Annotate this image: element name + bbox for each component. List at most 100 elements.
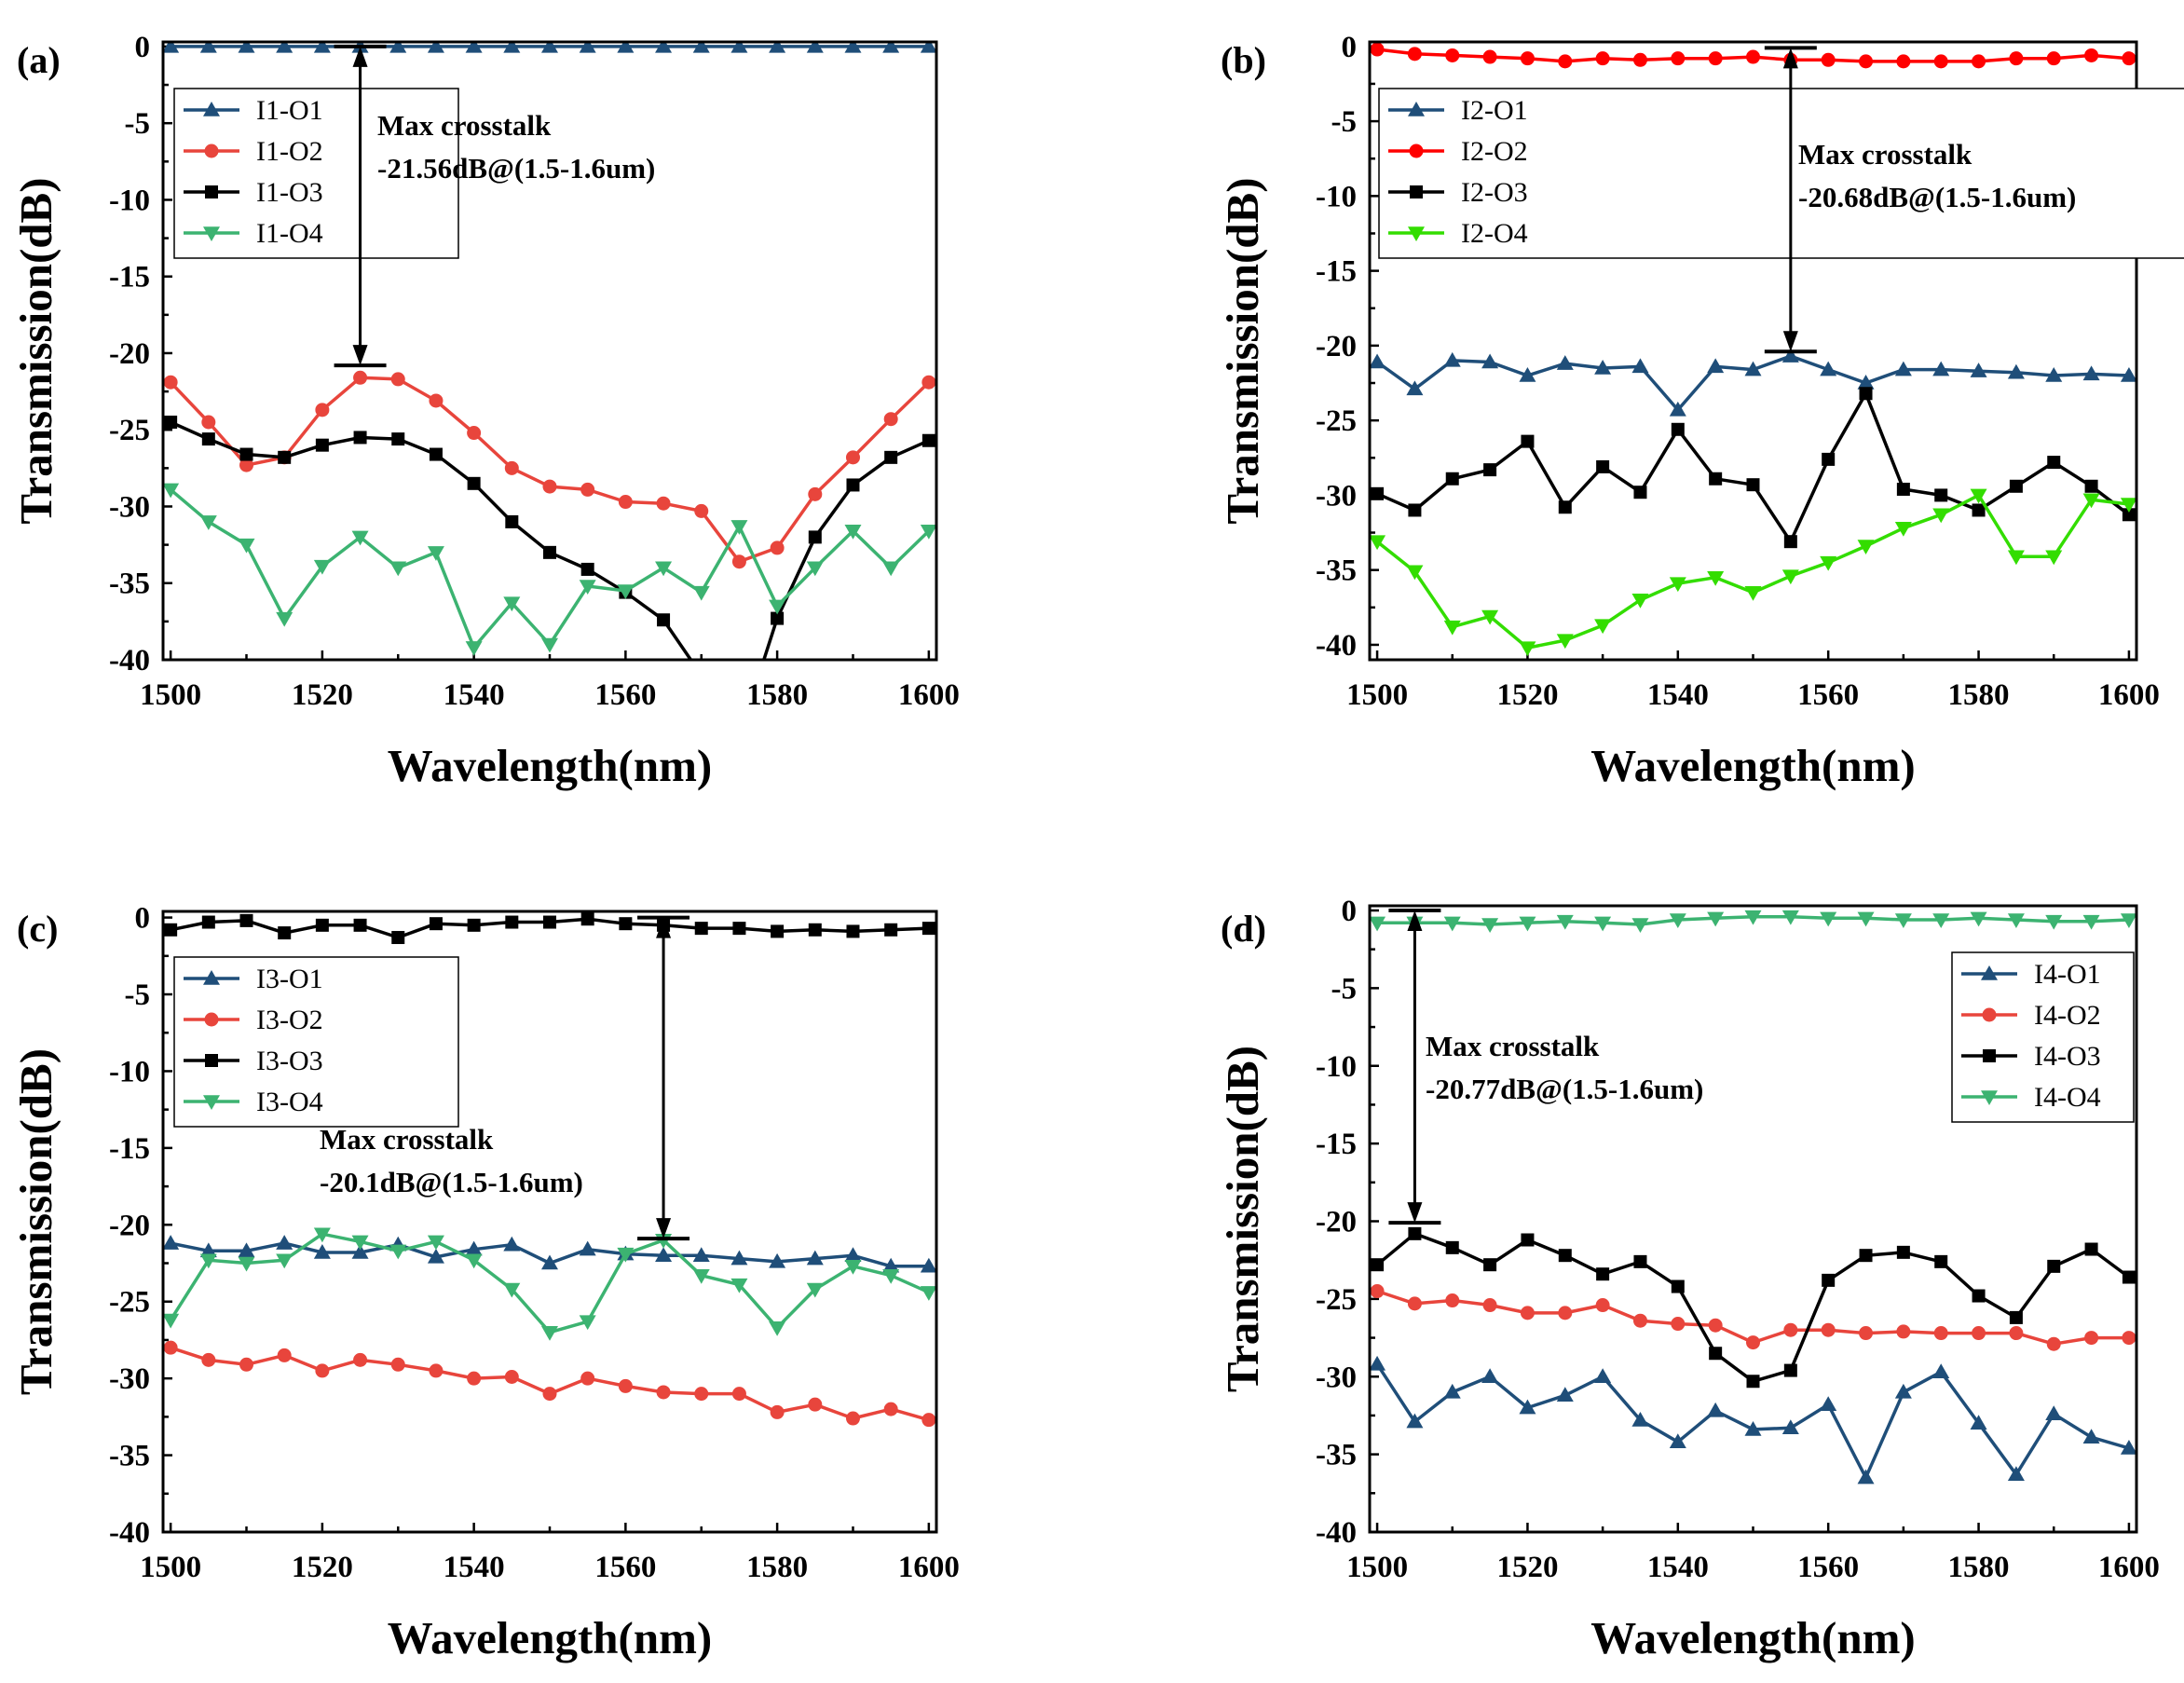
- data-point-I1-O4: [389, 561, 407, 577]
- data-point-I1-O3: [695, 668, 708, 681]
- data-point-I4-O3: [2047, 1259, 2061, 1273]
- data-point-I1-O1: [844, 42, 862, 53]
- data-point-I1-O4: [730, 520, 748, 535]
- data-point-I2-O3: [1371, 486, 1385, 500]
- data-point-I4-O2: [1445, 1293, 1460, 1308]
- x-tick-label: 1500: [140, 678, 201, 712]
- y-tick-label: -25: [1316, 1283, 1357, 1317]
- data-point-I3-O1: [844, 1247, 862, 1263]
- data-point-I3-O3: [505, 915, 519, 929]
- data-point-I3-O4: [806, 1282, 824, 1298]
- data-point-I2-O2: [2009, 51, 2024, 66]
- data-point-I2-O2: [1482, 49, 1497, 64]
- data-point-I4-O2: [1407, 1296, 1422, 1311]
- y-tick-label: 0: [1342, 31, 1358, 64]
- data-point-I1-O1: [313, 42, 331, 53]
- data-point-I4-O4: [1744, 910, 1762, 925]
- data-point-I1-O2: [883, 412, 898, 427]
- y-tick-label: 0: [135, 31, 151, 64]
- data-point-I2-O2: [1821, 52, 1836, 67]
- x-tick-label: 1540: [1647, 678, 1709, 712]
- data-point-I1-O4: [769, 599, 786, 615]
- data-point-I3-O2: [921, 1413, 936, 1428]
- data-point-I2-O2: [2046, 51, 2061, 66]
- data-point-I2-O3: [1408, 503, 1422, 517]
- crosstalk-value: -20.77dB@(1.5-1.6um): [1426, 1073, 1703, 1105]
- legend-marker-I2-O2: [1409, 144, 1424, 158]
- data-point-I1-O3: [505, 514, 519, 528]
- data-point-I1-O3: [353, 431, 367, 445]
- data-point-I4-O4: [2082, 914, 2100, 930]
- data-point-I3-O4: [920, 1286, 936, 1301]
- x-tick-label: 1580: [746, 678, 808, 712]
- y-tick-label: -35: [109, 568, 150, 601]
- data-point-I2-O3: [1521, 434, 1535, 448]
- data-point-I2-O2: [1972, 54, 1986, 69]
- y-tick-label: -25: [109, 1286, 150, 1320]
- data-point-I4-O2: [1933, 1326, 1948, 1341]
- panel-3-frame: [161, 910, 938, 1534]
- data-point-I4-O3: [1558, 1249, 1572, 1263]
- data-point-I1-O3: [315, 438, 329, 452]
- data-point-I4-O2: [1632, 1313, 1647, 1328]
- data-point-I2-O1: [1707, 358, 1725, 374]
- data-point-I4-O2: [1859, 1326, 1874, 1341]
- data-point-I2-O2: [1746, 49, 1760, 64]
- crosstalk-value: -20.68dB@(1.5-1.6um): [1798, 181, 2076, 213]
- data-point-I3-O3: [201, 915, 215, 929]
- data-point-I1-O4: [199, 515, 217, 530]
- data-point-I1-O4: [313, 559, 331, 575]
- data-point-I1-O2: [390, 372, 405, 387]
- data-point-I2-O1: [1781, 348, 1799, 363]
- y-tick-label: -5: [1331, 972, 1358, 1006]
- y-tick-label: -20: [1316, 330, 1357, 363]
- data-point-I3-O3: [429, 917, 443, 931]
- data-point-I2-O1: [1481, 353, 1499, 369]
- data-point-I2-O1: [1406, 380, 1424, 396]
- data-point-I1-O4: [806, 561, 824, 577]
- x-tick-label: 1600: [898, 678, 960, 712]
- crosstalk-arrowhead-down: [1407, 1202, 1423, 1224]
- data-point-I2-O4: [1556, 634, 1574, 650]
- data-point-I3-O1: [199, 1242, 217, 1258]
- data-point-I2-O3: [1596, 459, 1610, 473]
- data-point-I2-O3: [1783, 535, 1797, 549]
- data-point-I4-O3: [2122, 1270, 2136, 1284]
- data-point-I3-O2: [694, 1387, 709, 1402]
- y-tick-label: -40: [1316, 629, 1357, 663]
- data-point-I2-O3: [1822, 452, 1836, 466]
- data-point-I1-O1: [276, 42, 293, 53]
- data-point-I3-O1: [692, 1247, 710, 1263]
- data-point-I4-O3: [1709, 1347, 1723, 1361]
- data-point-I4-O1: [1857, 1469, 1875, 1485]
- data-point-I1-O3: [921, 433, 935, 447]
- x-tick-label: 1580: [746, 1551, 808, 1584]
- data-point-I2-O1: [1556, 355, 1574, 370]
- data-point-I3-O4: [730, 1278, 748, 1293]
- data-point-I1-O2: [163, 375, 178, 390]
- data-point-I3-O4: [163, 1313, 180, 1329]
- data-point-I2-O4: [1781, 569, 1799, 585]
- x-tick-label: 1580: [1948, 678, 2010, 712]
- y-tick-label: -15: [109, 1132, 150, 1166]
- data-point-I2-O4: [1443, 620, 1461, 636]
- data-point-I3-O4: [541, 1325, 558, 1341]
- data-point-I2-O3: [2047, 456, 2061, 470]
- data-point-I2-O4: [1894, 521, 1912, 537]
- data-point-I1-O4: [844, 525, 862, 540]
- x-tick-label: 1600: [2098, 678, 2160, 712]
- data-point-I3-O2: [390, 1357, 405, 1372]
- data-point-I1-O3: [657, 613, 671, 627]
- data-point-I2-O3: [1671, 422, 1685, 436]
- data-point-I4-O3: [1671, 1279, 1685, 1293]
- data-point-I3-O2: [542, 1387, 557, 1402]
- data-point-I4-O3: [1633, 1254, 1647, 1268]
- panel-3-series: [163, 912, 936, 1428]
- legend-label-I3-O3: I3-O3: [256, 1046, 323, 1076]
- data-point-I1-O2: [504, 460, 519, 475]
- crosstalk-annotation: Max crosstalk -20.68dB@(1.5-1.6um): [1764, 46, 2076, 354]
- data-point-I4-O4: [1820, 911, 1837, 927]
- x-tick-label: 1540: [444, 1551, 505, 1584]
- x-tick-label: 1520: [292, 1551, 353, 1584]
- legend-marker-I1-O4: [203, 226, 220, 241]
